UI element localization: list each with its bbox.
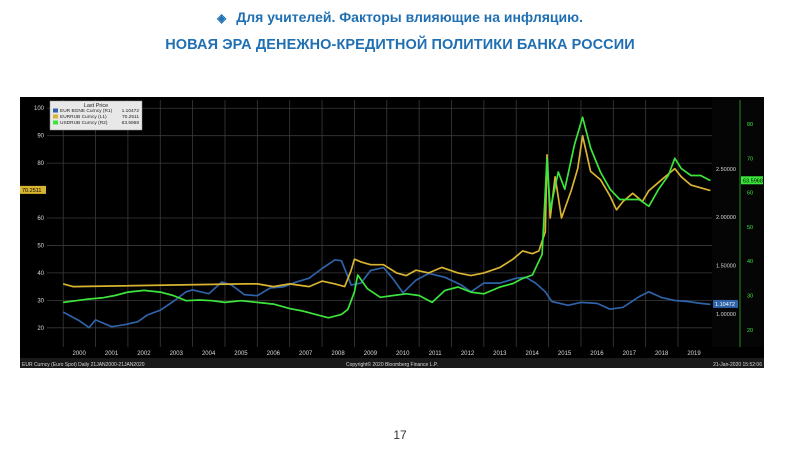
x-tick-label: 2008 xyxy=(331,351,345,357)
left-current-label: 70.2511 xyxy=(22,188,41,194)
x-tick-label: 2001 xyxy=(105,351,119,357)
x-tick-label: 2010 xyxy=(396,351,410,357)
legend-value: 63.5968 xyxy=(122,120,140,126)
x-tick-label: 2006 xyxy=(267,351,281,357)
legend-swatch xyxy=(53,120,58,125)
legend-swatch xyxy=(53,114,58,119)
right1-tick-label: 1.50000 xyxy=(716,264,736,270)
legend-value: 1.10472 xyxy=(122,108,140,114)
right2-tick-label: 30 xyxy=(747,294,753,300)
left-tick-label: 20 xyxy=(37,326,44,332)
x-tick-label: 2017 xyxy=(623,351,637,357)
footer-center: Copyright© 2020 Bloomberg Finance L.P. xyxy=(346,361,438,368)
right2-current-label: 63.5968 xyxy=(743,178,763,184)
legend-label: EUR BGNE Curncy (R1) xyxy=(60,108,113,114)
right2-tick-label: 80 xyxy=(747,122,753,128)
x-tick-label: 2013 xyxy=(493,351,507,357)
x-tick-label: 2019 xyxy=(687,351,701,357)
legend-label: USDRUB Curncy (R2) xyxy=(60,120,108,126)
line-chart: 2000 2001 2002 2003 2004 2005 2006 2007 2008 2009… xyxy=(20,97,764,368)
x-tick-label: 2016 xyxy=(590,351,604,357)
left-tick-label: 80 xyxy=(37,161,44,167)
left-tick-label: 60 xyxy=(37,216,44,222)
header: ◈ Для учителей. Факторы влияющие на инфля… xyxy=(0,6,800,56)
x-tick-label: 2004 xyxy=(202,351,216,357)
series-line-0 xyxy=(62,258,711,329)
slide-subtitle: НОВАЯ ЭРА ДЕНЕЖНО-КРЕДИТНОЙ ПОЛИТИКИ БАН… xyxy=(165,37,635,53)
chart-background xyxy=(20,97,764,368)
right1-tick-label: 2.50000 xyxy=(716,167,736,173)
left-tick-label: 40 xyxy=(37,271,44,277)
x-tick-label: 2014 xyxy=(526,351,540,357)
right-axis-panel xyxy=(712,97,764,347)
legend-swatch xyxy=(53,108,58,113)
x-tick-label: 2015 xyxy=(558,351,572,357)
series-line-2 xyxy=(63,116,711,319)
x-tick-label: 2005 xyxy=(234,351,248,357)
x-tick-label: 2000 xyxy=(73,351,87,357)
left-tick-label: 100 xyxy=(34,106,45,112)
x-tick-label: 2011 xyxy=(429,351,443,357)
right2-tick-label: 20 xyxy=(747,328,753,334)
footer-left: EUR Curncy (Euro Spot) Daily 21JAN2000-2… xyxy=(22,362,145,368)
left-tick-label: 90 xyxy=(37,134,44,140)
right1-tick-label: 1.00000 xyxy=(716,312,736,318)
footer-bar xyxy=(20,358,764,368)
left-current-tag xyxy=(20,185,46,194)
right2-tick-label: 50 xyxy=(747,225,753,231)
slide-title-text: Для учителей. Факторы влияющие на инфляц… xyxy=(236,9,583,25)
right1-current-label: 1.10472 xyxy=(715,302,735,308)
right2-tick-label: 60 xyxy=(747,191,753,197)
x-tick-label: 2009 xyxy=(364,351,378,357)
x-tick-label: 2003 xyxy=(170,351,184,357)
legend-title: Last Price xyxy=(84,103,108,109)
bloomberg-chart: 2000 2001 2002 2003 2004 2005 2006 2007 2008 2009… xyxy=(20,97,764,368)
right2-tick-label: 40 xyxy=(747,259,753,265)
right1-current-tag xyxy=(713,299,738,308)
left-tick-label: 50 xyxy=(37,243,44,249)
right1-tick-label: 2.00000 xyxy=(716,215,736,221)
x-tick-label: 2007 xyxy=(299,351,313,357)
legend-box xyxy=(49,100,143,131)
diamond-bullet-icon: ◈ xyxy=(217,11,227,25)
legend-value: 70.2511 xyxy=(122,114,139,120)
x-tick-label: 2012 xyxy=(461,351,475,357)
x-tick-label: 2018 xyxy=(655,351,669,357)
right2-current-tag xyxy=(741,176,763,185)
right2-tick-label: 70 xyxy=(747,156,753,162)
slide-title: ◈ Для учителей. Факторы влияющие на инфля… xyxy=(0,6,800,29)
x-tick-label: 2002 xyxy=(137,351,151,357)
footer-right: 21-Jan-2020 15:52:06 xyxy=(713,362,762,368)
page-number: 17 xyxy=(393,428,407,442)
left-tick-label: 30 xyxy=(37,298,44,304)
legend-label: EURRUB Curncy (L1) xyxy=(60,114,107,120)
